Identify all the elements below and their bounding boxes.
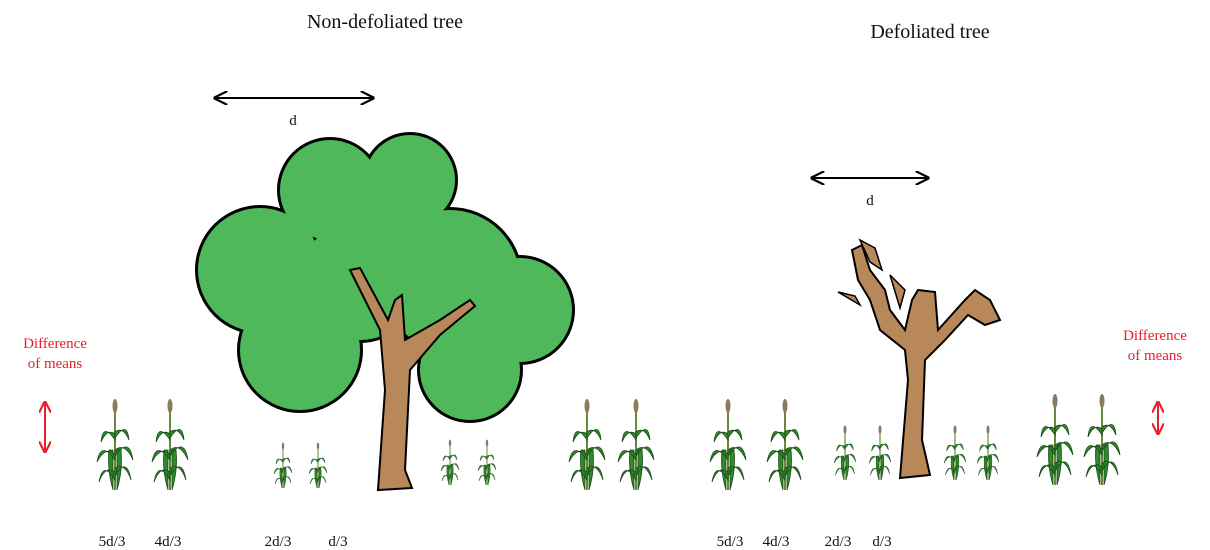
position-label: 2d/3: [265, 534, 292, 550]
tree-trunk: [850, 243, 1002, 480]
plants: [96, 398, 655, 491]
position-label: 4d/3: [155, 534, 182, 550]
tree-branches: [837, 238, 906, 311]
distance-label: d: [866, 193, 874, 209]
tree-trunk: [348, 266, 477, 492]
panel-title: Non-defoliated tree: [307, 11, 463, 33]
tree-canopy: [195, 132, 575, 423]
position-label: 4d/3: [763, 534, 790, 550]
position-label: 5d/3: [717, 534, 744, 550]
position-label: 2d/3: [825, 534, 852, 550]
difference-label: Difference of means: [23, 336, 87, 372]
panel-title: Defoliated tree: [870, 21, 989, 43]
position-label: 5d/3: [99, 534, 126, 550]
position-label: d/3: [328, 534, 347, 550]
distance-label: d: [289, 113, 297, 129]
difference-label: Difference of means: [1123, 328, 1187, 364]
position-label: d/3: [872, 534, 891, 550]
